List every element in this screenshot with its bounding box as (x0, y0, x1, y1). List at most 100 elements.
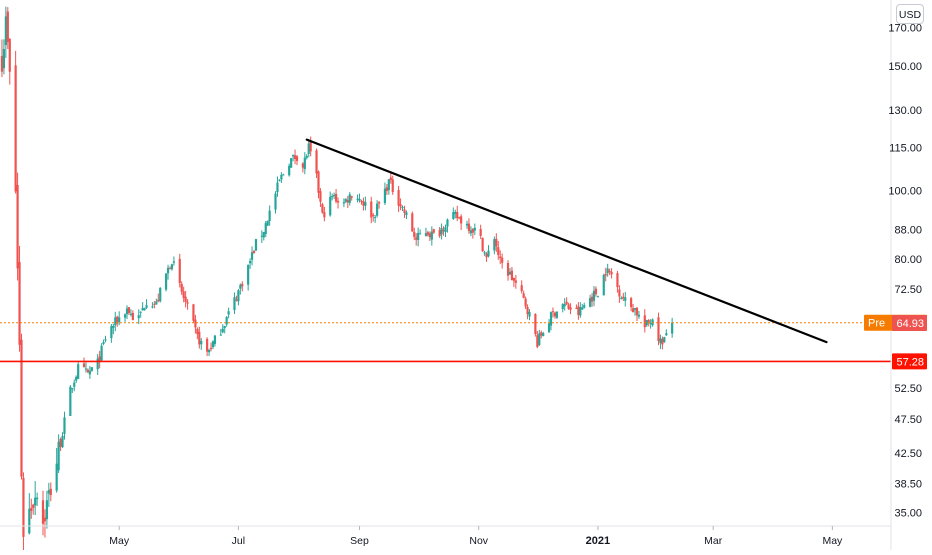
candle (547, 319, 551, 333)
candle (514, 274, 517, 289)
candle-body (399, 204, 402, 207)
candle-body (481, 237, 484, 252)
candle (315, 148, 318, 179)
candle (334, 188, 338, 204)
candle-body (6, 11, 9, 43)
candle-body (137, 315, 140, 319)
candle-body (569, 307, 572, 310)
candle-body (2, 48, 6, 69)
candle-body (131, 312, 134, 320)
candle-body (649, 323, 652, 325)
candle (207, 348, 211, 357)
candle (221, 324, 224, 334)
candle (501, 253, 504, 269)
candle (456, 205, 459, 222)
candle (129, 309, 133, 317)
currency-selector[interactable]: USD (896, 4, 924, 24)
candle-body (84, 368, 88, 370)
candle (499, 250, 502, 265)
price-tick-label: 80.00 (894, 254, 922, 266)
candle-body (458, 217, 461, 219)
candle-body (196, 328, 199, 335)
candle-body (168, 268, 172, 270)
candle-body (266, 220, 269, 226)
candle-body (493, 239, 496, 251)
price-tick-label: 47.50 (894, 414, 922, 426)
candle-body (405, 212, 408, 216)
candle (657, 312, 660, 346)
candle (73, 379, 76, 392)
candle (278, 179, 281, 182)
candle (481, 237, 484, 252)
candle-body (57, 441, 60, 471)
candle (71, 388, 74, 394)
candle-body (620, 297, 623, 300)
candle (301, 162, 304, 173)
candle (555, 311, 558, 319)
candle-body (538, 333, 541, 345)
candle-body (172, 261, 176, 263)
candle-body (551, 311, 555, 313)
candle-body (467, 223, 471, 231)
candle (542, 331, 545, 337)
candle-body (446, 219, 449, 227)
candle-body (579, 307, 582, 316)
candle-body (206, 338, 209, 352)
candle-body (506, 262, 510, 276)
candle-body (170, 264, 174, 270)
candle (266, 220, 269, 227)
candle (274, 191, 277, 214)
candle (538, 329, 541, 346)
candle (104, 335, 107, 343)
candle-body (522, 293, 525, 298)
candle-body (360, 201, 363, 203)
candle (510, 266, 514, 281)
candle (61, 432, 64, 449)
candle-body (317, 171, 320, 193)
candle-body (520, 285, 523, 292)
candle (413, 227, 416, 241)
price-tick-label: 130.00 (888, 105, 922, 117)
price-tag-value: 57.28 (896, 356, 924, 368)
candle-body (288, 165, 291, 176)
candle (184, 291, 187, 308)
candle (227, 307, 230, 319)
candle (4, 6, 7, 58)
candle (383, 182, 387, 206)
price-tag-label: Pre (868, 318, 885, 330)
candle-body (125, 308, 129, 315)
candle-body (219, 334, 222, 336)
candle-body (114, 317, 117, 326)
candle-body (282, 174, 285, 176)
candle (661, 336, 664, 350)
candle (192, 303, 195, 323)
candle-body (90, 367, 93, 371)
candle (47, 482, 50, 507)
candle-body (370, 201, 373, 218)
candle (178, 253, 181, 288)
candle (659, 334, 662, 349)
candle-body (536, 335, 539, 348)
candle-body (180, 284, 183, 292)
candle (374, 214, 377, 223)
candle-body (661, 338, 664, 345)
candle (198, 326, 201, 349)
candle (405, 210, 408, 220)
candle-body (606, 268, 609, 274)
candle-body (291, 154, 295, 157)
candle-body (383, 188, 387, 204)
price-tick-label: 115.00 (889, 143, 922, 155)
candle (528, 309, 531, 321)
candle-body (643, 315, 646, 328)
candle-body (239, 284, 242, 289)
candle-body (0, 55, 4, 72)
candle-body (145, 305, 148, 308)
candle (376, 200, 379, 218)
candle-body (526, 307, 529, 315)
support-price-tag: 57.28 (892, 353, 927, 370)
candle-body (588, 298, 592, 307)
candle-body (55, 463, 58, 491)
candle-body (342, 202, 345, 204)
